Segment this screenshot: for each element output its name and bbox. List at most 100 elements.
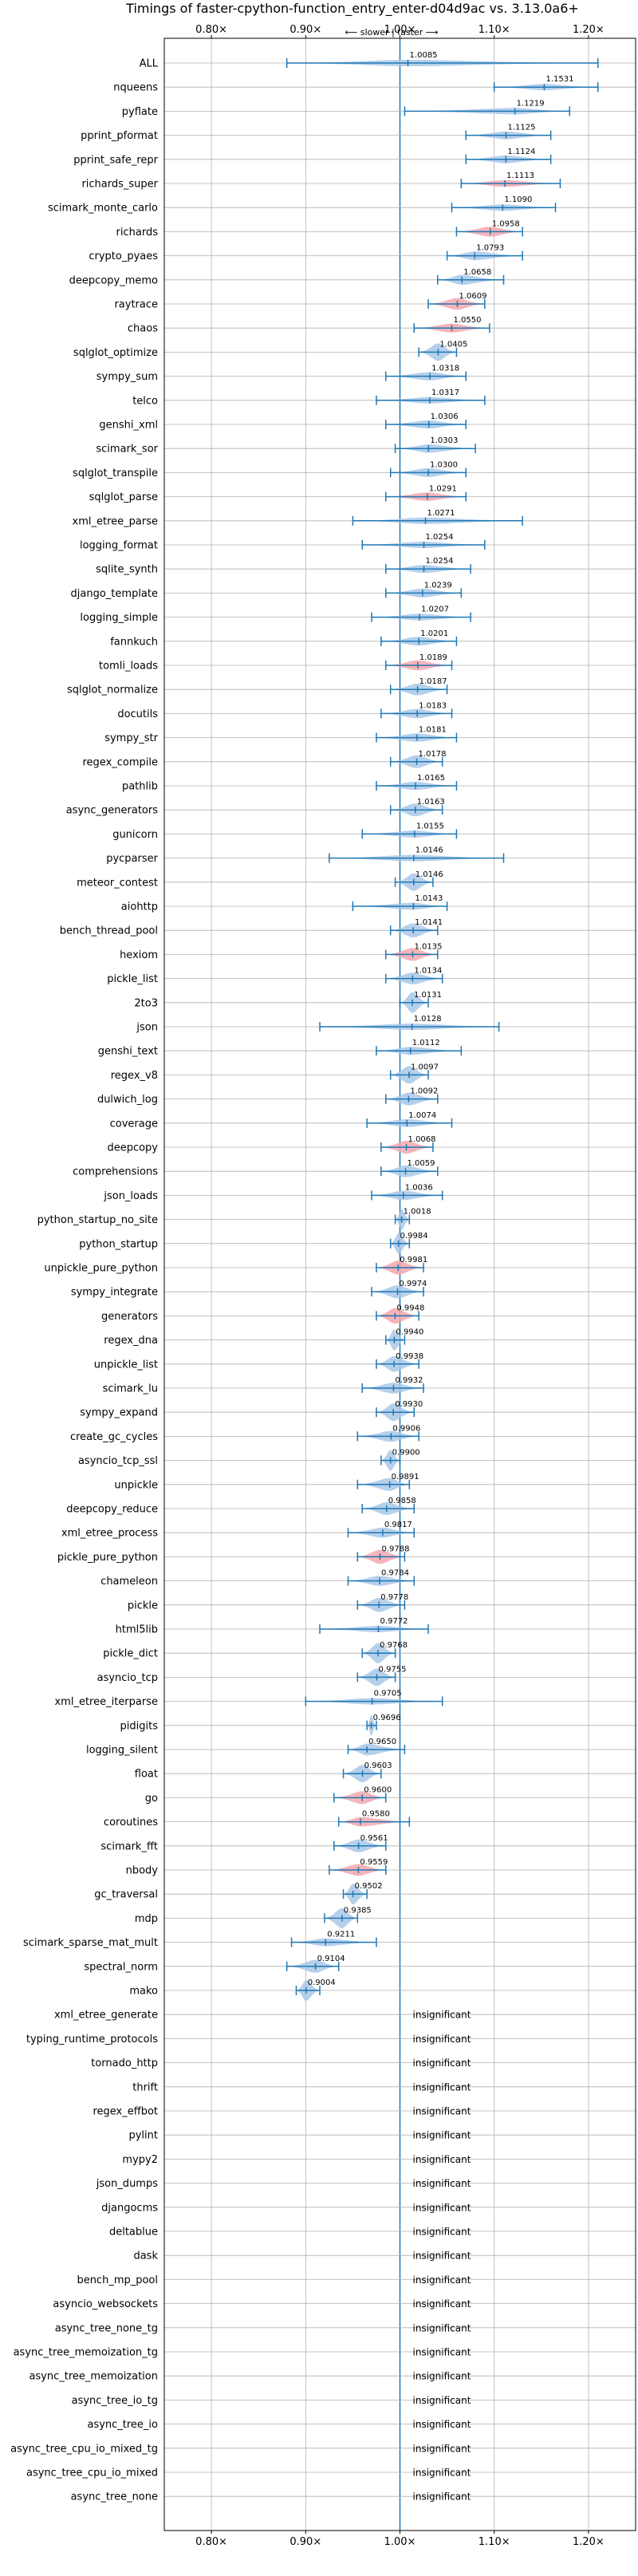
value-label: 1.0155: [416, 822, 444, 830]
row-label: deltablue: [109, 2227, 158, 2239]
row-label: scimark_fft: [100, 1840, 158, 1852]
tick-label: 1.20×: [573, 24, 605, 36]
row-label: html5lib: [116, 1624, 158, 1636]
row-label: deepcopy_reduce: [66, 1504, 158, 1516]
row-label: sympy_str: [104, 732, 158, 744]
value-label: 1.0658: [463, 268, 491, 277]
row-label: dask: [133, 2251, 158, 2262]
value-label: 1.0317: [431, 389, 459, 397]
insignificant-label: insignificant: [413, 2395, 471, 2406]
row-label: deepcopy: [107, 1142, 158, 1154]
value-label: 1.0271: [427, 509, 455, 518]
value-label: 1.0300: [430, 460, 458, 469]
insignificant-label: insignificant: [413, 2154, 471, 2165]
row-label: 2to3: [134, 997, 158, 1009]
row-label: logging_silent: [86, 1745, 158, 1757]
insignificant-label: insignificant: [413, 2081, 471, 2093]
value-label: 0.9948: [396, 1304, 424, 1312]
value-label: 1.0609: [459, 292, 486, 301]
value-label: 1.0254: [426, 533, 454, 542]
value-label: 1.0134: [414, 967, 442, 976]
value-label: 0.9938: [396, 1352, 423, 1361]
value-label: 0.9974: [399, 1280, 427, 1288]
row-label: async_generators: [66, 805, 159, 817]
insignificant-label: insignificant: [413, 2106, 471, 2117]
row-label: gc_traversal: [94, 1889, 158, 1901]
row-label: nbody: [126, 1865, 159, 1877]
value-label: 1.0207: [421, 606, 449, 614]
row-label: pickle: [128, 1600, 158, 1611]
insignificant-label: insignificant: [413, 2202, 471, 2213]
row-label: dulwich_log: [97, 1094, 158, 1106]
row-label: deepcopy_memo: [69, 274, 158, 286]
value-label: 0.9778: [380, 1593, 408, 1602]
row-label: telco: [132, 395, 158, 407]
row-label: docutils: [117, 708, 158, 720]
tick-label: 1.10×: [478, 2536, 510, 2548]
insignificant-label: insignificant: [413, 2347, 471, 2358]
insignificant-label: insignificant: [413, 2468, 471, 2479]
row-label: hexiom: [120, 949, 158, 961]
insignificant-label: insignificant: [413, 2371, 471, 2382]
value-label: 1.0135: [414, 942, 442, 951]
value-label: 0.9788: [381, 1544, 409, 1553]
row-label: unpickle_pure_python: [44, 1263, 158, 1275]
axis-ticks: 0.80× 0.80× 0.90× 0.90× 1.00× 1.00× 1.10× 1.10×…: [195, 24, 605, 2548]
row-label: tornado_http: [91, 2057, 158, 2069]
value-label: 1.0550: [454, 316, 482, 325]
row-label: logging_format: [80, 540, 158, 552]
row-label: regex_v8: [111, 1070, 158, 1082]
value-label: 0.9932: [395, 1376, 423, 1385]
row-label: xml_etree_iterparse: [54, 1696, 158, 1708]
value-label: 1.1090: [504, 195, 532, 204]
row-label: json_loads: [103, 1190, 158, 1202]
value-label: 0.9891: [392, 1473, 419, 1481]
value-label: 1.0085: [410, 51, 438, 60]
row-label: python_startup_no_site: [37, 1214, 158, 1226]
row-label: pathlib: [122, 781, 158, 793]
value-label: 1.0181: [419, 726, 447, 735]
value-label: 0.9561: [360, 1834, 388, 1843]
row-label: xml_etree_generate: [54, 2010, 158, 2022]
tick-label: 0.90×: [289, 2536, 321, 2548]
insignificant-label: insignificant: [413, 2491, 471, 2503]
value-label: 1.0131: [414, 991, 442, 1000]
row-label: chameleon: [100, 1576, 158, 1588]
value-label: 1.0146: [415, 870, 443, 879]
row-label: tomli_loads: [99, 661, 158, 673]
value-label: 1.0097: [411, 1063, 439, 1071]
insignificant-label: insignificant: [413, 2298, 471, 2310]
insignificant-label: insignificant: [413, 2443, 471, 2454]
value-label: 1.0239: [424, 581, 452, 590]
row-label: thrift: [132, 2081, 158, 2093]
row-label: richards_super: [81, 179, 158, 191]
row-label: async_tree_io: [87, 2419, 158, 2431]
row-label: meteor_contest: [77, 877, 158, 889]
row-label: asyncio_tcp_ssl: [78, 1455, 158, 1467]
row-label: pprint_safe_repr: [73, 154, 158, 166]
row-label: aiohttp: [121, 901, 158, 913]
row-label: fannkuch: [110, 636, 158, 648]
insignificant-label: insignificant: [413, 2010, 471, 2021]
value-label: 0.9817: [384, 1521, 412, 1529]
row-label: coroutines: [104, 1817, 158, 1828]
row-label: scimark_lu: [103, 1383, 158, 1395]
value-label: 0.9502: [355, 1882, 383, 1891]
value-label: 1.0187: [419, 677, 447, 686]
value-label: 1.0183: [419, 701, 447, 710]
row-label: async_tree_none: [71, 2491, 158, 2503]
row-label: sqlglot_parse: [89, 491, 158, 503]
insignificant-label: insignificant: [413, 2057, 471, 2069]
row-label: mypy2: [122, 2154, 158, 2166]
insignificant-label: insignificant: [413, 2419, 471, 2430]
value-label: 0.9858: [388, 1497, 416, 1505]
value-label: 1.0178: [419, 750, 447, 759]
value-label: 1.0303: [430, 436, 458, 445]
value-label: 0.9603: [364, 1761, 392, 1770]
row-label: sqlglot_optimize: [73, 347, 158, 359]
tick-label: 1.00×: [384, 2536, 416, 2548]
row-label: asyncio_websockets: [53, 2298, 158, 2310]
row-label: generators: [101, 1311, 158, 1323]
row-label: ALL: [140, 58, 159, 70]
